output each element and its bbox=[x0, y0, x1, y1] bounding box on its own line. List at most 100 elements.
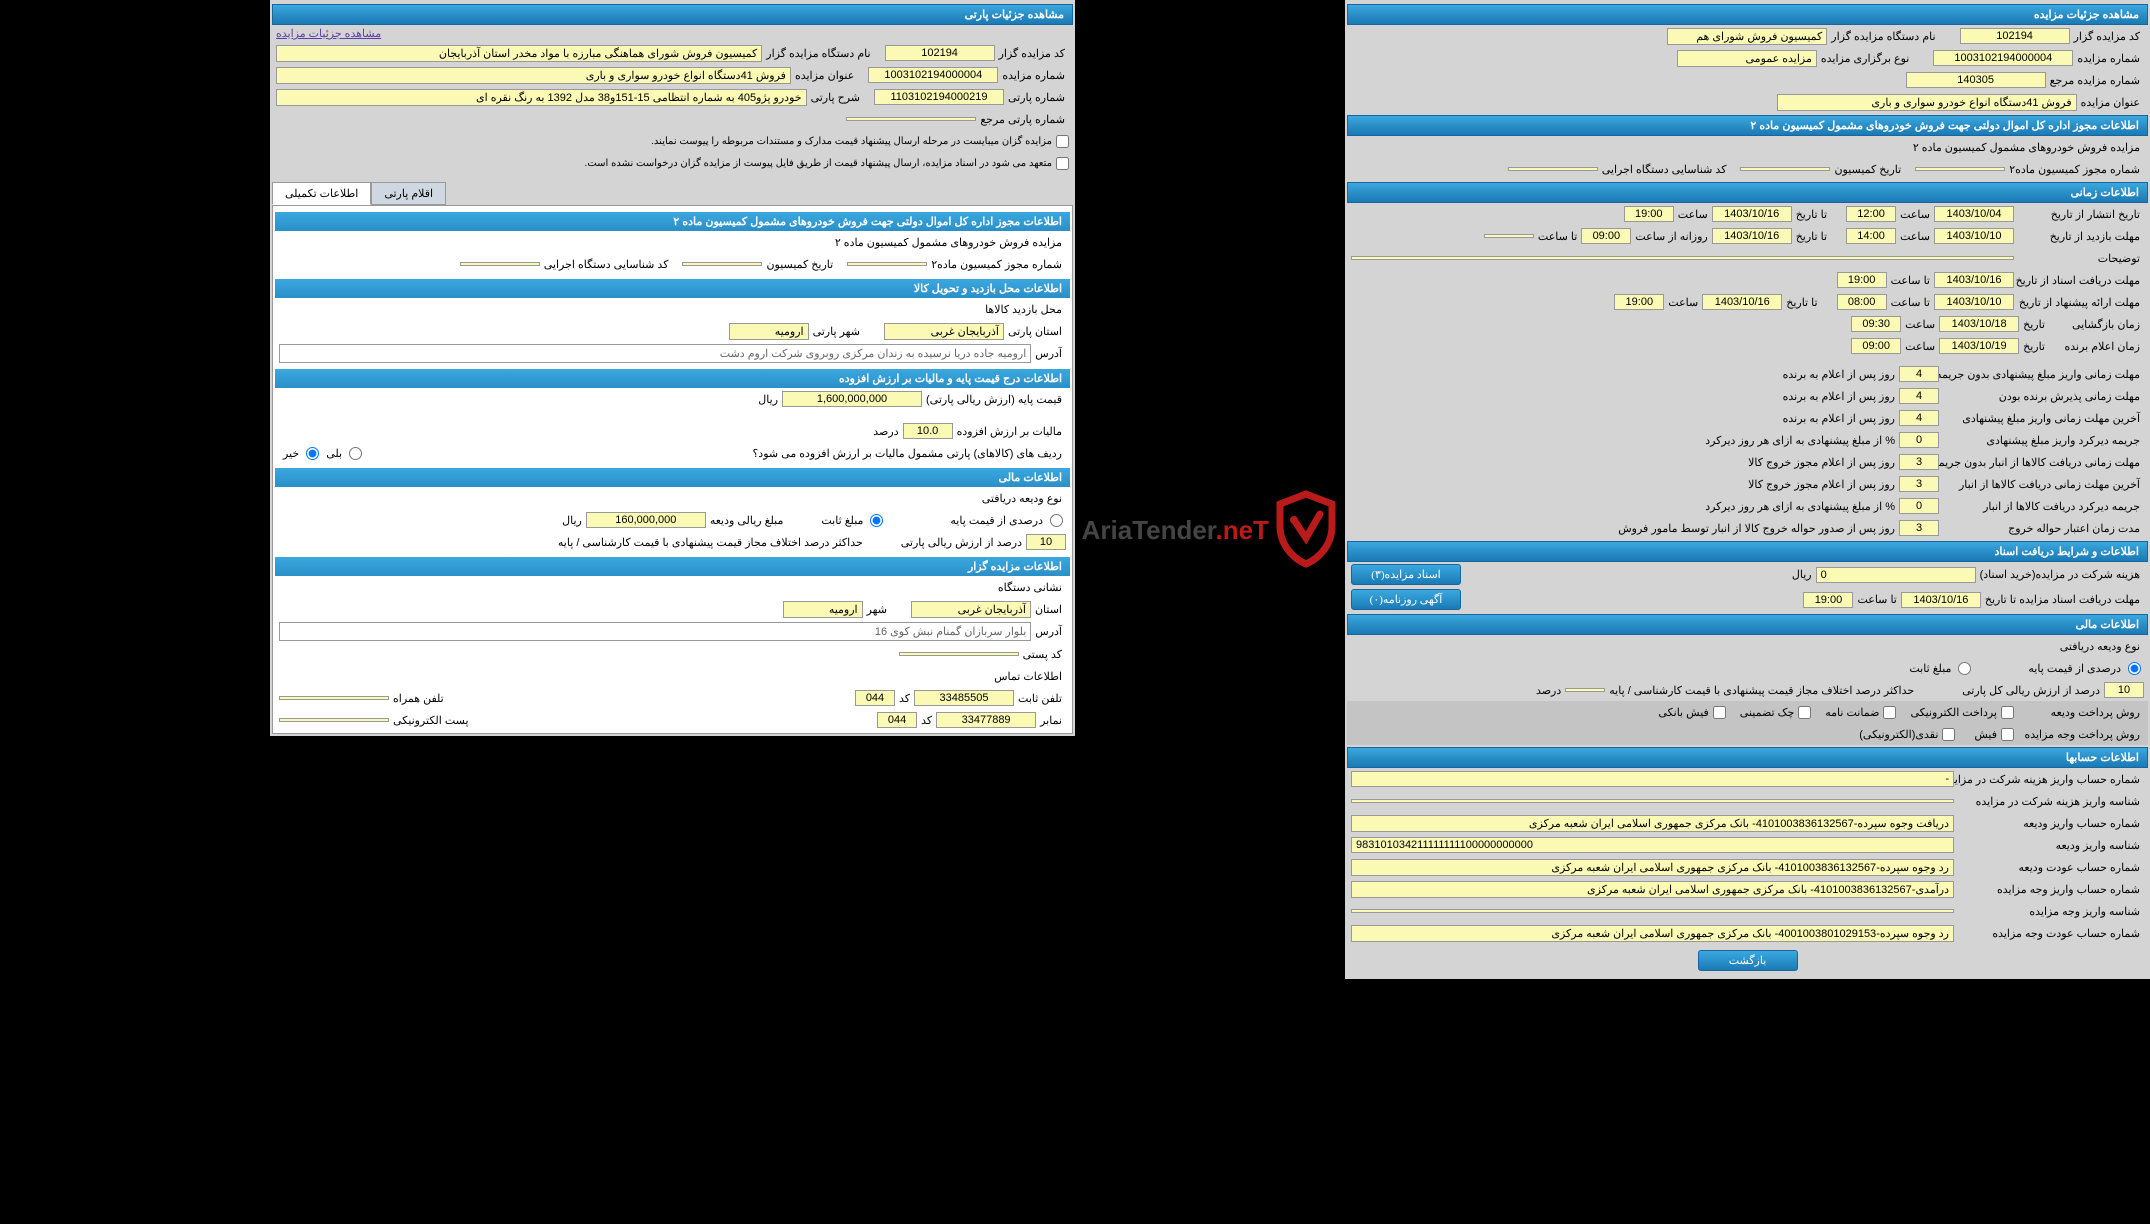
label: تلفن ثابت bbox=[1014, 692, 1066, 705]
deposit-percent-radio[interactable] bbox=[2128, 662, 2141, 675]
time: 19:00 bbox=[1837, 272, 1887, 288]
cash-checkbox[interactable] bbox=[1942, 728, 1955, 741]
acc: رد وجوه سپرده-4001003801029153- بانک مرک… bbox=[1351, 925, 1954, 942]
label: روش پرداخت ودیعه bbox=[2044, 706, 2144, 719]
address: ارومیه جاده دریا نرسیده به زندان مرکزی ر… bbox=[279, 344, 1031, 363]
label: مبلغ ریالی ودیعه bbox=[706, 514, 788, 527]
label: شناسه واریز ودیعه bbox=[1954, 839, 2144, 852]
permit-date bbox=[1740, 167, 1830, 171]
tax-yes-radio[interactable] bbox=[349, 447, 362, 460]
label: مهلت دریافت اسناد مزایده تا تاریخ bbox=[1981, 593, 2144, 606]
label: روزانه از ساعت bbox=[1631, 230, 1711, 243]
tab-details[interactable]: اطلاعات تکمیلی bbox=[272, 182, 371, 205]
header-financial: اطلاعات مالی bbox=[1347, 614, 2148, 635]
exec-code bbox=[1508, 167, 1598, 171]
deposit-fixed-radio[interactable] bbox=[1958, 662, 1971, 675]
party-no: 1103102194000219 bbox=[874, 89, 1004, 105]
label: نام دستگاه مزایده گزار bbox=[1827, 30, 1939, 43]
phone: 33485505 bbox=[914, 690, 1014, 706]
view-auction-link[interactable]: مشاهده جزئیات مزایده bbox=[276, 28, 381, 40]
acc: درآمدی-4101003836132567- بانک مرکزی جمهو… bbox=[1351, 881, 1954, 898]
label: روز پس از اعلام مجوز خروج کالا bbox=[1744, 478, 1899, 491]
org-name: کمیسیون فروش شورای هماهنگی مبارزه با موا… bbox=[276, 45, 762, 62]
postal bbox=[899, 652, 1019, 656]
v bbox=[460, 262, 540, 266]
label: شناسه واریز هزینه شرکت در مزایده bbox=[1954, 795, 2144, 808]
label: مهلت زمانی واریز مبلغ پیشنهادی بدون جریم… bbox=[1939, 368, 2144, 381]
label: شماره حساب واریز هزینه شرکت در مزایده bbox=[1954, 773, 2144, 786]
label: فیش بانکی bbox=[1654, 706, 1712, 719]
label: مدت زمان اعتبار حواله خروج bbox=[1939, 522, 2144, 535]
label: کد شناسایی دستگاه اجرایی bbox=[1598, 163, 1731, 176]
header: اطلاعات مجوز اداره کل اموال دولتی جهت فر… bbox=[275, 212, 1070, 231]
header: اطلاعات مزایده گزار bbox=[275, 557, 1070, 576]
fish-checkbox[interactable] bbox=[2001, 728, 2014, 741]
label: نشانی دستگاه bbox=[994, 581, 1066, 594]
time: 09:00 bbox=[1581, 228, 1631, 244]
newspaper-button[interactable]: آگهی روزنامه(۰) bbox=[1351, 589, 1461, 610]
label: کد شناسایی دستگاه اجرایی bbox=[540, 258, 673, 271]
val: 3 bbox=[1899, 454, 1939, 470]
label: شماره مجوز کمیسیون ماده۲ bbox=[927, 258, 1066, 271]
label: شماره مزایده bbox=[2073, 52, 2144, 65]
label: ساعت bbox=[1674, 208, 1712, 221]
val: 3 bbox=[1899, 476, 1939, 492]
city: ارومیه bbox=[783, 601, 863, 618]
epay-checkbox[interactable] bbox=[2001, 706, 2014, 719]
note1-checkbox[interactable] bbox=[1056, 135, 1069, 148]
header-auction-details: مشاهده جزئیات مزایده bbox=[1347, 4, 2148, 25]
label: خیر bbox=[279, 447, 303, 460]
check-checkbox[interactable] bbox=[1798, 706, 1811, 719]
label: % از مبلغ پیشنهادی به ازای هر روز دیرکرد bbox=[1701, 434, 1899, 447]
bank-checkbox[interactable] bbox=[1713, 706, 1726, 719]
label: کد مزایده گزار bbox=[995, 47, 1069, 60]
label: شماره حساب عودت ودیعه bbox=[1954, 861, 2144, 874]
label: بلی bbox=[322, 447, 346, 460]
label: تاریخ bbox=[2019, 340, 2049, 353]
label: تا ساعت bbox=[1887, 296, 1934, 309]
label: کد bbox=[917, 714, 936, 727]
label: نوع ودیعه دریافتی bbox=[978, 492, 1066, 505]
label: روش پرداخت وجه مزایده bbox=[2044, 728, 2144, 741]
label: نوع برگزاری مزایده bbox=[1817, 52, 1913, 65]
mobile bbox=[279, 696, 389, 700]
code: 102194 bbox=[885, 45, 995, 61]
label: نقدی(الکترونیکی) bbox=[1855, 728, 1942, 741]
label: نام دستگاه مزایده گزار bbox=[762, 47, 874, 60]
label: جریمه دیرکرد دریافت کالاها از انبار bbox=[1939, 500, 2144, 513]
dep1-radio[interactable] bbox=[1050, 514, 1063, 527]
docs-button[interactable]: اسناد مزایده(۳) bbox=[1351, 564, 1461, 585]
diff bbox=[1565, 688, 1605, 692]
date: 1403/10/16 bbox=[1712, 206, 1792, 222]
code: 044 bbox=[855, 690, 895, 706]
time: 09:00 bbox=[1851, 338, 1901, 354]
guarantee-checkbox[interactable] bbox=[1883, 706, 1896, 719]
dep2-radio[interactable] bbox=[870, 514, 883, 527]
party-desc: خودرو پژو405 به شماره انتظامی 15-151و38 … bbox=[276, 89, 807, 106]
acc: رد وجوه سپرده-4101003836132567- بانک مرک… bbox=[1351, 859, 1954, 876]
v bbox=[682, 262, 762, 266]
v bbox=[847, 262, 927, 266]
note2-checkbox[interactable] bbox=[1056, 157, 1069, 170]
label: عنوان مزایده bbox=[2077, 96, 2144, 109]
tax-no-radio[interactable] bbox=[306, 447, 319, 460]
percent: 10 bbox=[2104, 682, 2144, 698]
val: 0 bbox=[1899, 498, 1939, 514]
label: کد bbox=[895, 692, 914, 705]
label: ردیف های (کالاهای) پارتی مشمول مالیات بر… bbox=[748, 447, 1066, 460]
label: آخرین مهلت زمانی دریافت کالاها از انبار bbox=[1939, 478, 2144, 491]
label: تاریخ کمیسیون bbox=[762, 258, 837, 271]
label: درصد bbox=[869, 425, 902, 438]
back-button[interactable]: بازگشت bbox=[1698, 950, 1798, 971]
tab-items[interactable]: اقلام پارتی bbox=[371, 182, 446, 205]
note: مزایده گزان میبایست در مرحله ارسال پیشنه… bbox=[647, 136, 1056, 147]
time: 19:00 bbox=[1624, 206, 1674, 222]
date: 1403/10/18 bbox=[1939, 316, 2019, 332]
label: مهلت دریافت اسناد از تاریخ bbox=[2014, 274, 2144, 287]
label: ضمانت نامه bbox=[1821, 706, 1883, 719]
label: کد مزایده گزار bbox=[2070, 30, 2144, 43]
label: تاریخ کمیسیون bbox=[1830, 163, 1905, 176]
label: روز پس از صدور حواله خروج کالا از انبار … bbox=[1614, 522, 1899, 535]
label: توضیحات bbox=[2014, 252, 2144, 265]
time: 12:00 bbox=[1846, 206, 1896, 222]
